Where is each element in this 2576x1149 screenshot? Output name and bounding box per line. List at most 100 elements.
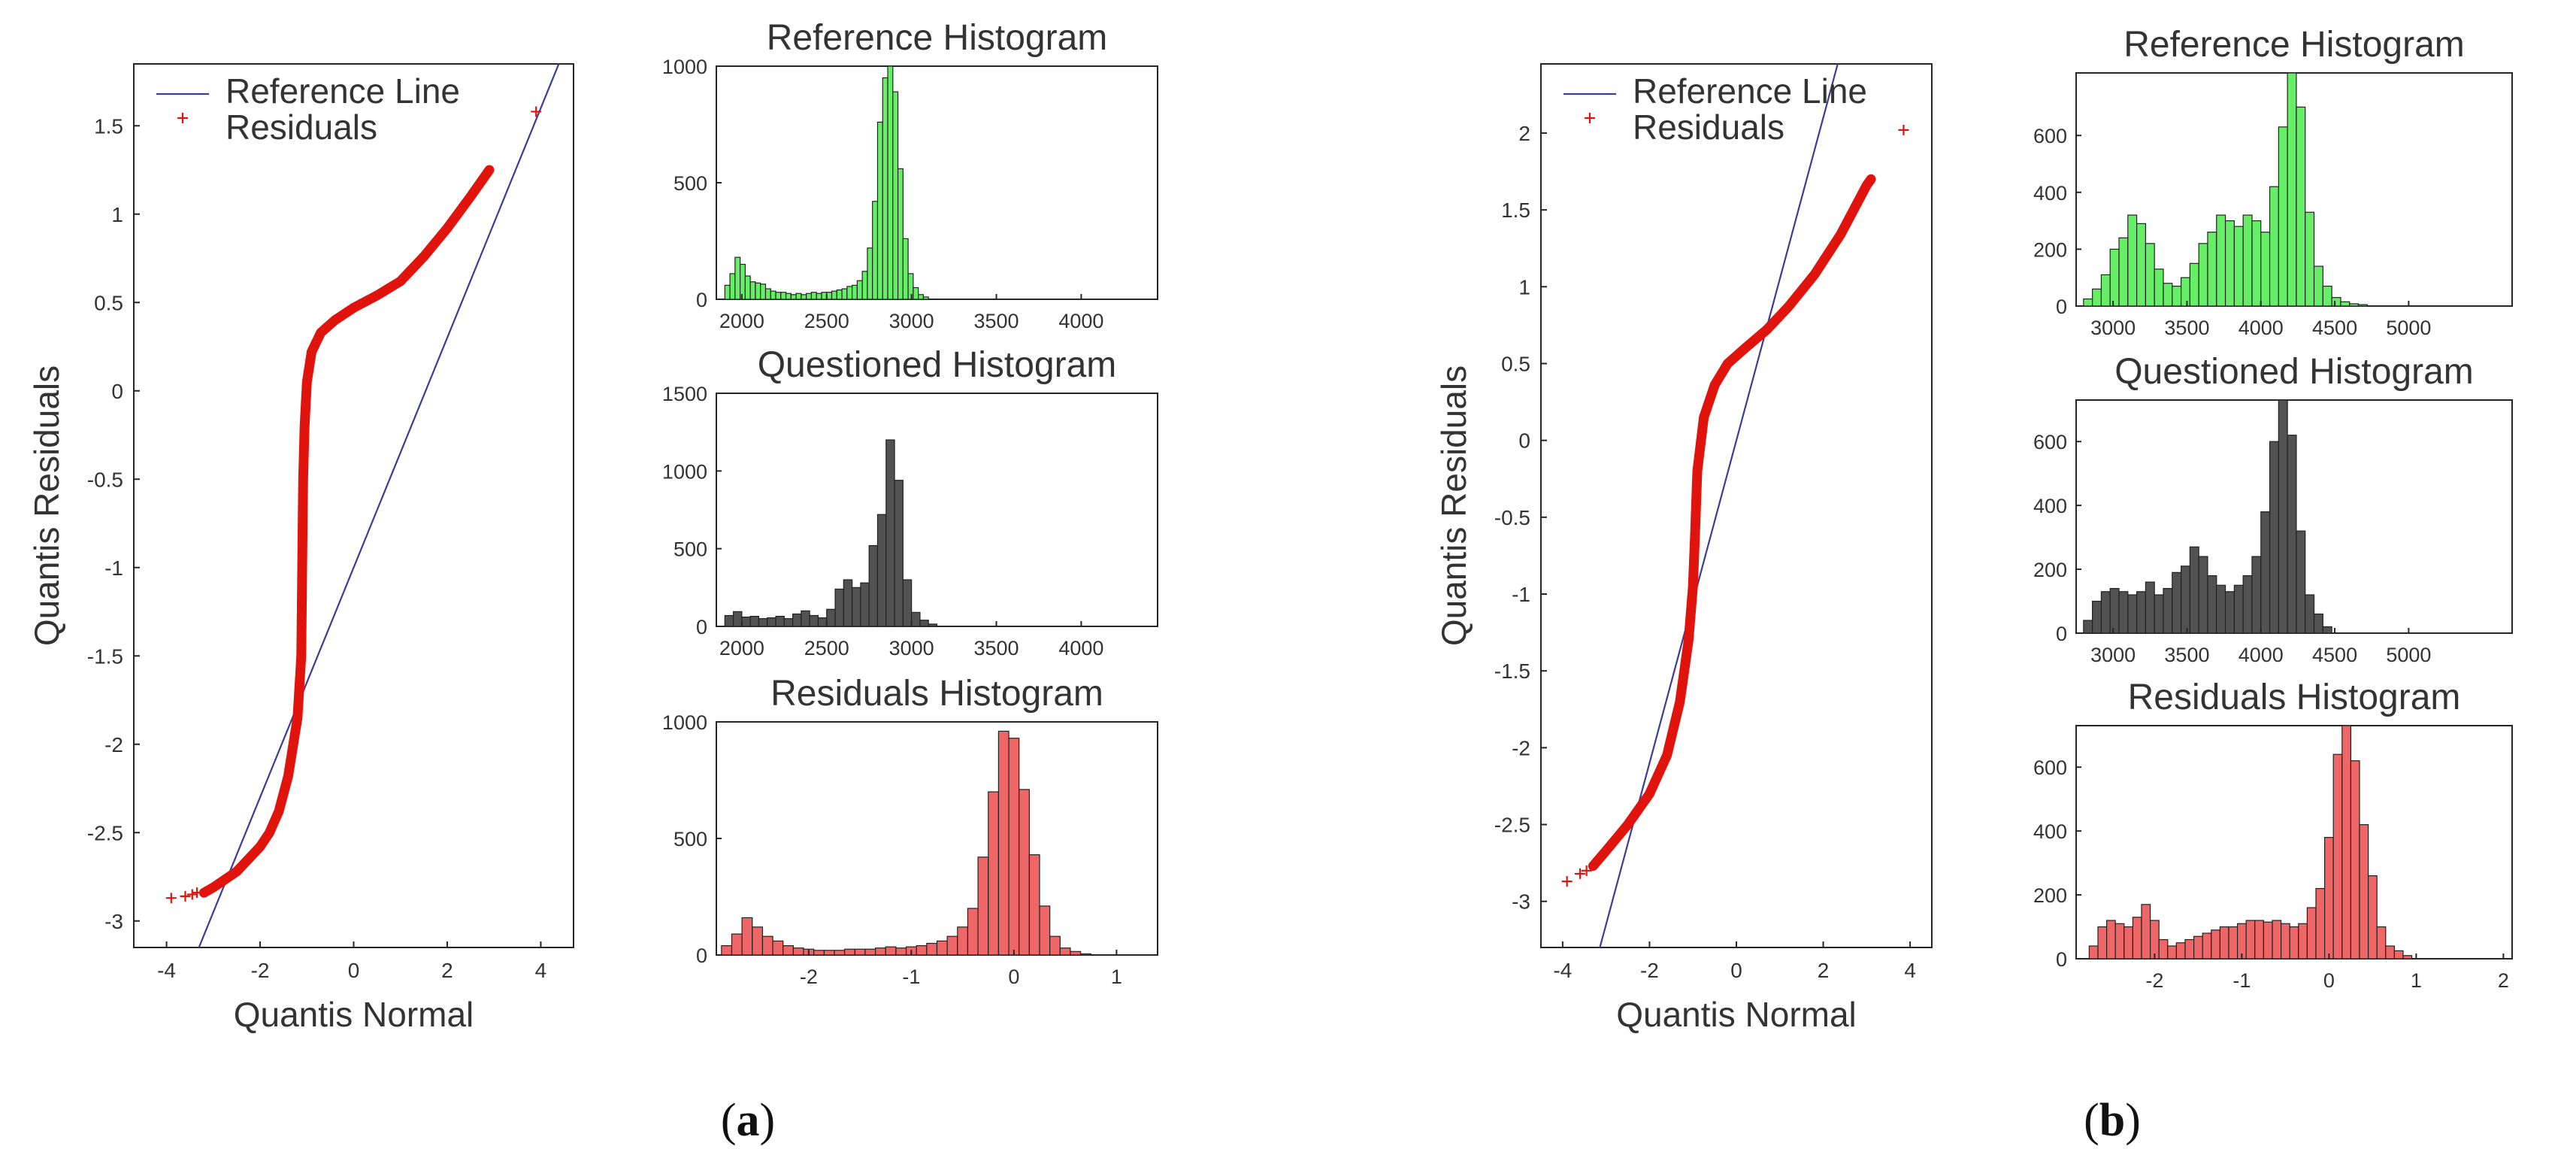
hist-bar: [2118, 237, 2129, 306]
hist-bar: [946, 935, 958, 955]
x-tick-label: 4000: [1058, 310, 1103, 332]
hist-bar: [2141, 904, 2151, 959]
hist-bar: [2092, 600, 2102, 633]
hist-bar: [2263, 921, 2273, 959]
x-tick-label: 2: [1818, 959, 1830, 982]
y-tick-label: 600: [2033, 125, 2067, 147]
y-tick-label: 500: [674, 172, 707, 195]
hist-bar: [816, 293, 822, 299]
y-tick-label: 0.5: [1501, 352, 1530, 375]
hist-bar: [764, 288, 771, 299]
hist-bar: [801, 610, 810, 626]
hist-bar: [2281, 923, 2290, 959]
y-tick-label: 1500: [662, 383, 707, 405]
x-tick-label: -2: [1640, 959, 1659, 982]
y-tick-label: 400: [2033, 495, 2067, 517]
hist-bar: [2100, 274, 2111, 306]
hist-bar: [724, 614, 734, 626]
hist-bar: [2306, 907, 2317, 959]
y-tick-label: -2: [104, 733, 123, 756]
y-tick-label: -1.5: [1494, 659, 1530, 683]
y-tick-label: 1000: [662, 56, 707, 78]
hist-bar: [854, 948, 866, 955]
x-tick-label: 3000: [2090, 317, 2136, 339]
x-tick-label: 1: [1111, 966, 1122, 988]
y-tick-label: -1: [104, 556, 123, 580]
hist-bar: [767, 617, 776, 626]
hist-bar: [792, 947, 804, 955]
hist-bar: [2254, 920, 2265, 959]
legend-residuals-marker: [1585, 113, 1595, 123]
hist-bar: [2233, 584, 2244, 633]
hist-bar: [2154, 268, 2164, 306]
residual-outlier-point: [192, 887, 203, 899]
hist-bar: [782, 944, 794, 955]
y-tick-label: 0: [2056, 948, 2067, 971]
hist-bar: [2211, 929, 2221, 959]
reference-histogram-0-title: Reference Histogram: [767, 18, 1108, 58]
hist-bar: [801, 294, 807, 299]
hist-bar: [2216, 214, 2226, 306]
hist-axes-frame: [716, 721, 1158, 956]
hist-bar: [2100, 591, 2111, 633]
hist-bar: [868, 544, 879, 626]
hist-bar: [2172, 571, 2182, 633]
hist-bar: [928, 623, 938, 626]
hist-bar: [874, 947, 886, 955]
questioned-histogram-0-title: Questioned Histogram: [758, 345, 1117, 385]
hist-bar: [2376, 926, 2387, 959]
hist-bar: [902, 579, 913, 626]
residual-outlier-point: [165, 893, 177, 904]
hist-bar: [907, 273, 914, 299]
residuals-histogram-0: -2 -1 0 1 0 500 1000 Residuals Histogram: [662, 674, 1158, 988]
x-tick-label: 3000: [889, 310, 934, 332]
x-tick-label: 3500: [2164, 644, 2209, 666]
hist-bar: [867, 247, 873, 299]
x-tick-label: 4500: [2312, 317, 2357, 339]
hist-bar: [957, 926, 969, 955]
hist-bar: [2088, 945, 2099, 959]
hist-bar: [810, 292, 817, 299]
hist-bar: [988, 791, 1000, 955]
hist-bar: [2368, 875, 2378, 959]
x-tick-label: 2500: [804, 310, 849, 332]
hist-bar: [2298, 923, 2308, 959]
hist-bar: [1080, 953, 1091, 955]
residual-outlier-point: [1575, 868, 1585, 879]
hist-bar: [1008, 738, 1020, 955]
hist-bar: [813, 950, 825, 955]
hist-bar: [894, 480, 904, 626]
hist-bar: [806, 293, 813, 299]
hist-bar: [2202, 932, 2212, 959]
hist-bar: [734, 256, 741, 299]
y-tick-label: -1: [1512, 583, 1530, 606]
hist-bar: [2109, 587, 2120, 633]
residuals-curve: [198, 165, 495, 898]
reference-histogram-0: 2000 2500 3000 3500 4000 0 500 1000 Reference Hi…: [662, 18, 1158, 332]
hist-bar: [1070, 950, 1082, 955]
y-tick-label: 0: [1518, 429, 1530, 453]
legend-residuals-label: Residuals: [226, 108, 377, 147]
hist-bar: [817, 617, 828, 626]
hist-bar: [2163, 283, 2173, 306]
x-tick-label: -1: [902, 966, 920, 988]
caption-close-paren: ): [760, 1095, 776, 1146]
legend-residuals-marker: [177, 113, 188, 123]
hist-bar: [790, 294, 797, 299]
hist-bar: [724, 284, 731, 299]
x-tick-label: 4000: [2238, 317, 2284, 339]
y-tick-label: 200: [2033, 559, 2067, 581]
hist-bar: [834, 950, 846, 955]
x-tick-label: 4: [535, 959, 547, 982]
residual-outlier-point: [180, 890, 191, 902]
y-tick-label: -3: [104, 910, 123, 933]
caption-open-paren: (: [2084, 1095, 2099, 1146]
hist-bar: [2158, 938, 2169, 959]
hist-bar: [2341, 726, 2352, 959]
hist-bar: [795, 293, 802, 299]
hist-bar: [1039, 905, 1051, 955]
hist-bar: [731, 933, 743, 955]
hist-bar: [2272, 920, 2282, 959]
hist-bar: [1049, 935, 1061, 955]
hist-bar: [897, 168, 904, 299]
